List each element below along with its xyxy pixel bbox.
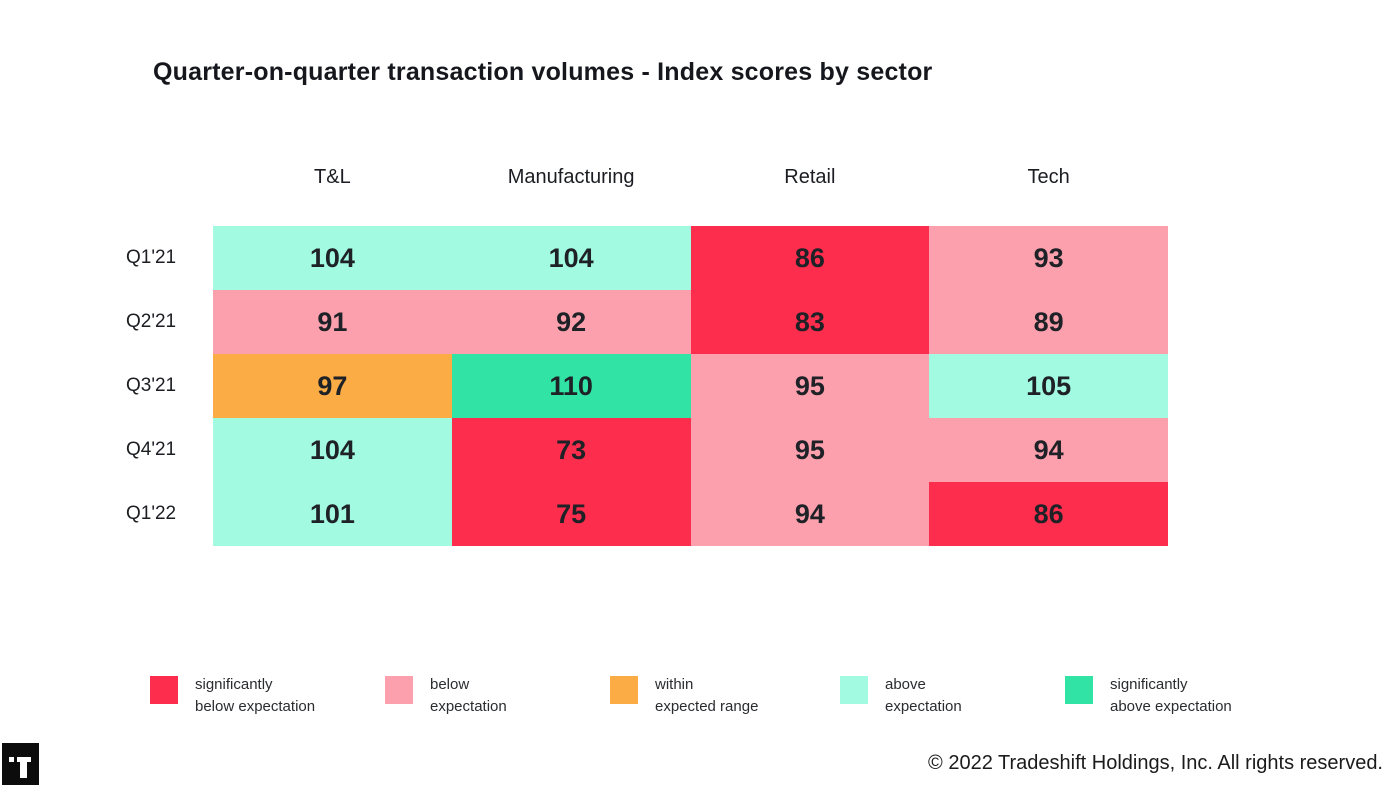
legend-swatch-icon (1065, 676, 1093, 704)
column-headers: T&L Manufacturing Retail Tech (213, 166, 1168, 189)
legend-label-line2: expected range (655, 698, 759, 715)
row-label: Q2'21 (126, 311, 177, 332)
legend-label: below expectation (430, 674, 507, 718)
heatmap-cell: 73 (451, 418, 691, 482)
legend: significantly below expectation below expec… (0, 674, 1397, 724)
legend-item: above expectation (840, 674, 962, 718)
legend-label-line2: above expectation (1110, 698, 1232, 715)
legend-label-line2: below expectation (195, 698, 316, 715)
heatmap-cell: 92 (451, 290, 691, 354)
legend-item: significantly above expectation (1065, 674, 1232, 718)
heatmap-cell: 86 (690, 226, 930, 290)
heatmap-cell: 110 (451, 354, 691, 418)
row-label: Q1'21 (126, 247, 177, 268)
legend-label: significantly above expectation (1110, 674, 1232, 718)
heatmap-cell: 95 (690, 418, 930, 482)
heatmap-cell: 101 (213, 482, 452, 546)
copyright-text: © 2022 Tradeshift Holdings, Inc. All rig… (928, 752, 1383, 774)
legend-label-line2: expectation (885, 698, 962, 715)
legend-swatch-icon (610, 676, 638, 704)
heatmap-cell: 95 (690, 354, 930, 418)
logo-t-stem-icon (20, 757, 27, 778)
heatmap-cell: 89 (929, 290, 1168, 354)
legend-swatch-icon (385, 676, 413, 704)
heatmap-cell: 94 (929, 418, 1168, 482)
column-header: Retail (784, 166, 836, 188)
heatmap-cell: 104 (213, 418, 452, 482)
legend-swatch-icon (150, 676, 178, 704)
heatmap-cell: 86 (929, 482, 1168, 546)
heatmap-grid: 104 104 86 93 91 92 83 89 97 110 95 105 104 73 95 94 101… (213, 226, 1168, 546)
row-labels: Q1'21 Q2'21 Q3'21 Q4'21 Q1'22 (126, 226, 206, 546)
legend-item: within expected range (610, 674, 758, 718)
heatmap-cell: 104 (213, 226, 452, 290)
column-header: T&L (314, 166, 351, 188)
heatmap-cell: 104 (451, 226, 691, 290)
legend-swatch-icon (840, 676, 868, 704)
row-label: Q1'22 (126, 503, 177, 524)
column-header: Tech (1027, 166, 1070, 188)
legend-item: below expectation (385, 674, 507, 718)
legend-label: significantly below expectation (195, 674, 315, 718)
tradeshift-logo (2, 743, 39, 785)
legend-label-line1: significantly (195, 676, 273, 693)
legend-label-line2: expectation (430, 698, 507, 715)
heatmap-cell: 105 (929, 354, 1168, 418)
legend-label-line1: above (885, 676, 926, 693)
logo-dot-icon (9, 757, 14, 762)
legend-label-line1: within (655, 676, 694, 693)
legend-label-line1: below (430, 676, 470, 693)
row-label: Q4'21 (126, 439, 177, 460)
heatmap-cell: 97 (213, 354, 452, 418)
heatmap-cell: 75 (451, 482, 691, 546)
chart-title: Quarter-on-quarter transaction volumes -… (153, 58, 933, 86)
heatmap-cell: 93 (929, 226, 1168, 290)
legend-label-line1: significantly (1110, 676, 1188, 693)
heatmap-cell: 94 (690, 482, 930, 546)
legend-label: above expectation (885, 674, 962, 718)
row-label: Q3'21 (126, 375, 177, 396)
heatmap-cell: 91 (213, 290, 452, 354)
legend-item: significantly below expectation (150, 674, 315, 718)
legend-label: within expected range (655, 674, 758, 718)
column-header: Manufacturing (507, 166, 635, 188)
heatmap-cell: 83 (690, 290, 930, 354)
